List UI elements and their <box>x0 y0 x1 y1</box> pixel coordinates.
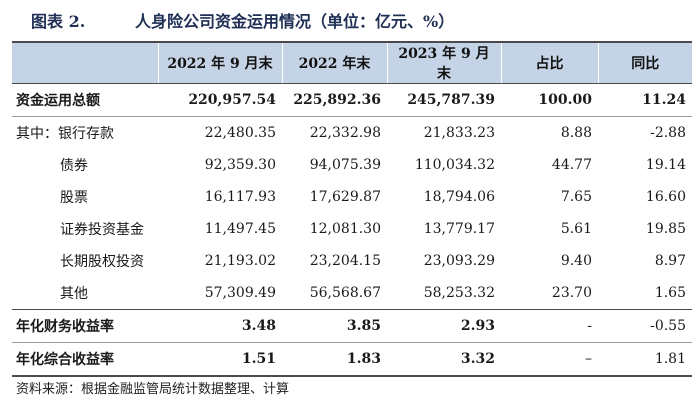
table-row-funds: 证券投资基金 11,497.45 12,081.30 13,779.17 5.6… <box>12 213 692 245</box>
figure-title: 图表 2. 人身险公司资金运用情况（单位：亿元、%） <box>31 8 454 32</box>
cell-value: 23,204.15 <box>309 253 381 269</box>
figure-caption: 人身险公司资金运用情况（单位：亿元、%） <box>135 12 455 31</box>
table-row-bank-deposits: 其中：银行存款 22,480.35 22,332.98 21,833.23 8.… <box>12 116 692 149</box>
table-row-comprehensive-yield: 年化综合收益率 1.51 1.83 3.32 – 1.81 <box>12 342 692 377</box>
table-row-stocks: 股票 16,117.93 17,629.87 18,794.06 7.65 16… <box>12 181 692 213</box>
cell-value: 58,253.32 <box>423 285 495 301</box>
cell-value: 57,309.49 <box>204 285 276 301</box>
cell-value: 23.70 <box>551 285 592 301</box>
cell-value: 17,629.87 <box>309 189 381 205</box>
cell-value: 11.24 <box>642 92 686 108</box>
cell-value: 23,093.29 <box>423 253 495 269</box>
row-label: 资金运用总额 <box>16 93 100 109</box>
cell-value: 19.85 <box>645 221 686 237</box>
table-row-other: 其他 57,309.49 56,568.67 58,253.32 23.70 1… <box>12 277 692 310</box>
cell-value: 7.65 <box>560 189 592 205</box>
cell-value: 100.00 <box>538 92 592 108</box>
cell-value: 22,332.98 <box>282 116 387 149</box>
cell-value: 225,892.36 <box>293 92 381 108</box>
cell-value: 94,075.39 <box>309 157 381 173</box>
table-row-long-term-equity: 长期股权投资 21,193.02 23,204.15 23,093.29 9.4… <box>12 245 692 277</box>
cell-value: 220,957.54 <box>188 92 276 108</box>
table-row-bonds: 债券 92,359.30 94,075.39 110,034.32 44.77 … <box>12 149 692 181</box>
header-cell-2022-sep: 2022 年 9 月末 <box>158 41 283 84</box>
row-label: 年化财务收益率 <box>12 309 158 343</box>
cell-value: 3.85 <box>282 309 387 343</box>
cell-value: 21,193.02 <box>204 253 276 269</box>
table-row-financial-yield: 年化财务收益率 3.48 3.85 2.93 - -0.55 <box>12 309 692 343</box>
cell-value: 8.97 <box>654 253 686 269</box>
cell-value: 8.88 <box>501 116 598 149</box>
header-cell-2022-end: 2022 年末 <box>282 41 388 84</box>
cell-value: 16.60 <box>645 189 686 205</box>
cell-value: 9.40 <box>560 253 592 269</box>
cell-value: 3.48 <box>158 309 282 343</box>
source-footnote: 资料来源：根据金融监管局统计数据整理、计算 <box>16 382 290 397</box>
cell-value: 110,034.32 <box>414 157 495 173</box>
row-label: 长期股权投资 <box>60 254 144 270</box>
figure-number: 图表 2. <box>31 12 86 31</box>
cell-value: 1.65 <box>654 285 686 301</box>
row-label: 其中：银行存款 <box>12 116 158 149</box>
cell-value: – <box>501 342 598 377</box>
cell-value: 3.32 <box>387 342 501 377</box>
cell-value: 1.81 <box>598 342 692 377</box>
header-cell-label <box>12 41 159 84</box>
cell-value: 22,480.35 <box>158 116 282 149</box>
cell-value: 92,359.30 <box>204 157 276 173</box>
row-label: 其他 <box>60 286 88 302</box>
cell-value: 18,794.06 <box>423 189 495 205</box>
cell-value: 44.77 <box>551 157 592 173</box>
cell-value: 11,497.45 <box>204 221 276 237</box>
cell-value: 13,779.17 <box>423 221 495 237</box>
row-label: 债券 <box>60 158 88 174</box>
cell-value: 21,833.23 <box>387 116 501 149</box>
cell-value: 2.93 <box>387 309 501 343</box>
header-cell-2023-sep: 2023 年 9 月末 <box>387 41 502 84</box>
asset-allocation-table: 2022 年 9 月末 2022 年末 2023 年 9 月末 占比 同比 资金… <box>12 41 692 377</box>
row-label: 股票 <box>60 190 88 206</box>
row-label: 年化综合收益率 <box>12 342 158 377</box>
cell-value: - <box>501 309 598 343</box>
cell-value: -0.55 <box>598 309 692 343</box>
cell-value: 56,568.67 <box>309 285 381 301</box>
cell-value: 245,787.39 <box>407 92 495 108</box>
cell-value: 1.83 <box>282 342 387 377</box>
cell-value: 5.61 <box>560 221 592 237</box>
cell-value: 12,081.30 <box>309 221 381 237</box>
cell-value: 1.51 <box>158 342 282 377</box>
cell-value: 19.14 <box>645 157 686 173</box>
row-label: 证券投资基金 <box>60 222 144 238</box>
header-cell-share: 占比 <box>501 41 599 84</box>
header-cell-yoy: 同比 <box>598 41 692 84</box>
table-row-total: 资金运用总额 220,957.54 225,892.36 245,787.39 … <box>12 84 692 117</box>
cell-value: -2.88 <box>598 116 692 149</box>
cell-value: 16,117.93 <box>204 189 276 205</box>
header-row: 2022 年 9 月末 2022 年末 2023 年 9 月末 占比 同比 <box>12 41 692 84</box>
